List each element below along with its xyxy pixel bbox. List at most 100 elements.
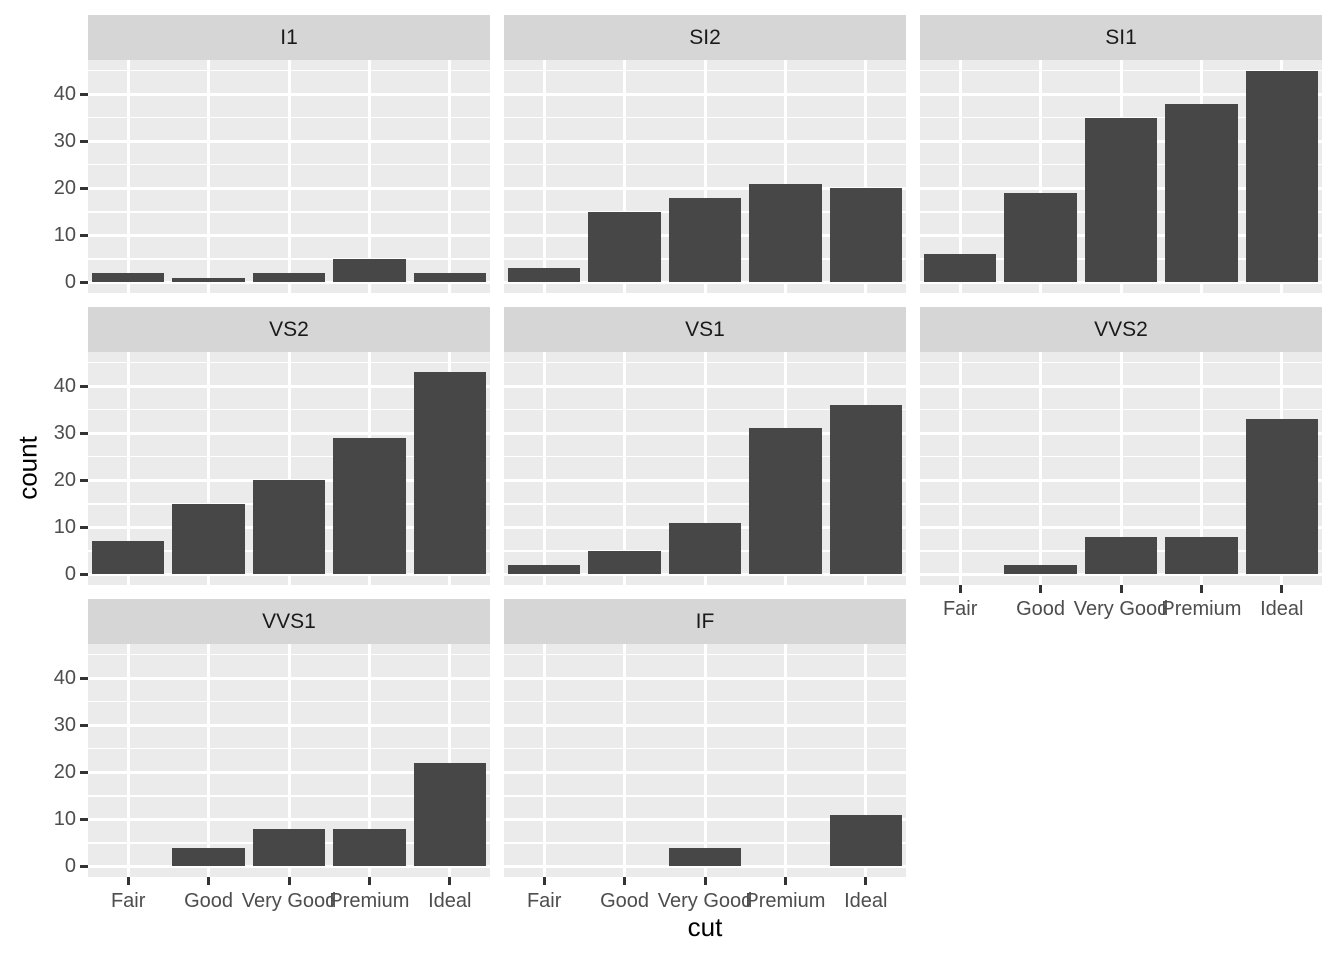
gridline-major-v <box>126 352 130 585</box>
x-tick-mark <box>1199 585 1203 593</box>
gridline-major-v <box>207 644 211 877</box>
y-tick-mark <box>80 525 88 529</box>
x-tick-mark <box>126 877 130 885</box>
gridline-major-v <box>623 352 627 585</box>
gridline-major-v <box>448 644 452 877</box>
facet-panel <box>504 644 906 877</box>
bar <box>749 428 822 575</box>
x-tick-mark <box>864 877 868 885</box>
bar <box>172 277 245 283</box>
y-tick-label: 10 <box>53 224 76 247</box>
gridline-major-v <box>542 352 546 585</box>
x-tick-label: Ideal <box>1260 598 1304 620</box>
bar <box>413 762 486 867</box>
x-tick-mark <box>287 877 291 885</box>
y-tick-label: 10 <box>53 516 76 539</box>
gridline-major-v <box>126 644 130 877</box>
bar <box>1245 419 1318 575</box>
x-tick-mark <box>367 877 371 885</box>
facet-strip: VS2 <box>88 307 490 352</box>
y-tick-mark <box>80 770 88 774</box>
y-tick-mark <box>80 186 88 190</box>
y-tick-label: 20 <box>53 761 76 784</box>
x-tick-label: Very Good <box>241 890 337 912</box>
x-tick-mark <box>542 877 546 885</box>
x-tick-mark <box>448 877 452 885</box>
gridline-major-v <box>542 60 546 293</box>
gridline-major-v <box>783 644 787 877</box>
bar <box>92 541 165 575</box>
gridline-major-v <box>287 60 291 293</box>
x-tick-mark <box>1119 585 1123 593</box>
facet-strip: SI1 <box>920 15 1322 60</box>
y-tick-mark <box>80 280 88 284</box>
y-tick-label: 10 <box>53 808 76 831</box>
facet-strip: VS1 <box>504 307 906 352</box>
bar <box>413 372 486 575</box>
x-tick-label: Premium <box>1161 598 1242 620</box>
gridline-major-v <box>703 644 707 877</box>
bar <box>1165 103 1238 283</box>
y-tick-label: 30 <box>53 130 76 153</box>
bar <box>668 197 742 283</box>
y-tick-label: 0 <box>64 563 76 586</box>
bar <box>1245 70 1318 283</box>
gridline-major-v <box>207 60 211 293</box>
y-tick-mark <box>80 864 88 868</box>
bar <box>1004 192 1077 283</box>
x-tick-label: Premium <box>745 890 826 912</box>
gridline-major-v <box>958 352 962 585</box>
y-tick-label: 40 <box>53 375 76 398</box>
bar <box>829 188 902 283</box>
y-tick-mark <box>80 676 88 680</box>
bar <box>333 258 406 283</box>
bar <box>252 272 326 283</box>
facet-panel <box>88 60 490 293</box>
bar <box>588 550 661 575</box>
x-tick-label: Ideal <box>428 890 472 912</box>
x-tick-label: Fair <box>942 598 978 620</box>
gridline-major-v <box>1199 352 1203 585</box>
bar <box>333 828 406 867</box>
facet-panel <box>920 352 1322 585</box>
facet-strip: VVS2 <box>920 307 1322 352</box>
gridline-major-v <box>367 60 371 293</box>
gridline-major-v <box>448 60 452 293</box>
x-tick-mark <box>1039 585 1043 593</box>
gridline-major-v <box>783 60 787 293</box>
gridline-major-v <box>958 60 962 293</box>
bar <box>829 404 902 575</box>
y-tick-mark <box>80 572 88 576</box>
gridline-major-v <box>367 644 371 877</box>
bar <box>749 183 822 283</box>
y-tick-label: 40 <box>53 667 76 690</box>
x-tick-mark <box>1280 585 1284 593</box>
bar <box>668 847 742 867</box>
y-tick-mark <box>80 139 88 143</box>
gridline-major-v <box>703 60 707 293</box>
facet-panel <box>920 60 1322 293</box>
bar <box>172 847 245 867</box>
bar <box>252 828 326 867</box>
gridline-major-v <box>864 644 868 877</box>
bar <box>333 437 406 575</box>
x-tick-label: Fair <box>526 890 562 912</box>
x-tick-label: Good <box>600 890 650 912</box>
x-tick-mark <box>958 585 962 593</box>
facet-strip: SI2 <box>504 15 906 60</box>
bar <box>924 254 997 283</box>
facet-panel <box>504 352 906 585</box>
facet-strip: I1 <box>88 15 490 60</box>
gridline-major-v <box>1039 352 1043 585</box>
x-tick-label: Ideal <box>844 890 888 912</box>
y-tick-label: 20 <box>53 177 76 200</box>
bar <box>588 211 661 283</box>
bar <box>508 564 581 575</box>
gridline-major-v <box>623 60 627 293</box>
x-tick-mark <box>623 877 627 885</box>
bar <box>172 503 245 575</box>
y-tick-label: 0 <box>64 855 76 878</box>
x-tick-mark <box>783 877 787 885</box>
x-tick-label: Very Good <box>1073 598 1169 620</box>
